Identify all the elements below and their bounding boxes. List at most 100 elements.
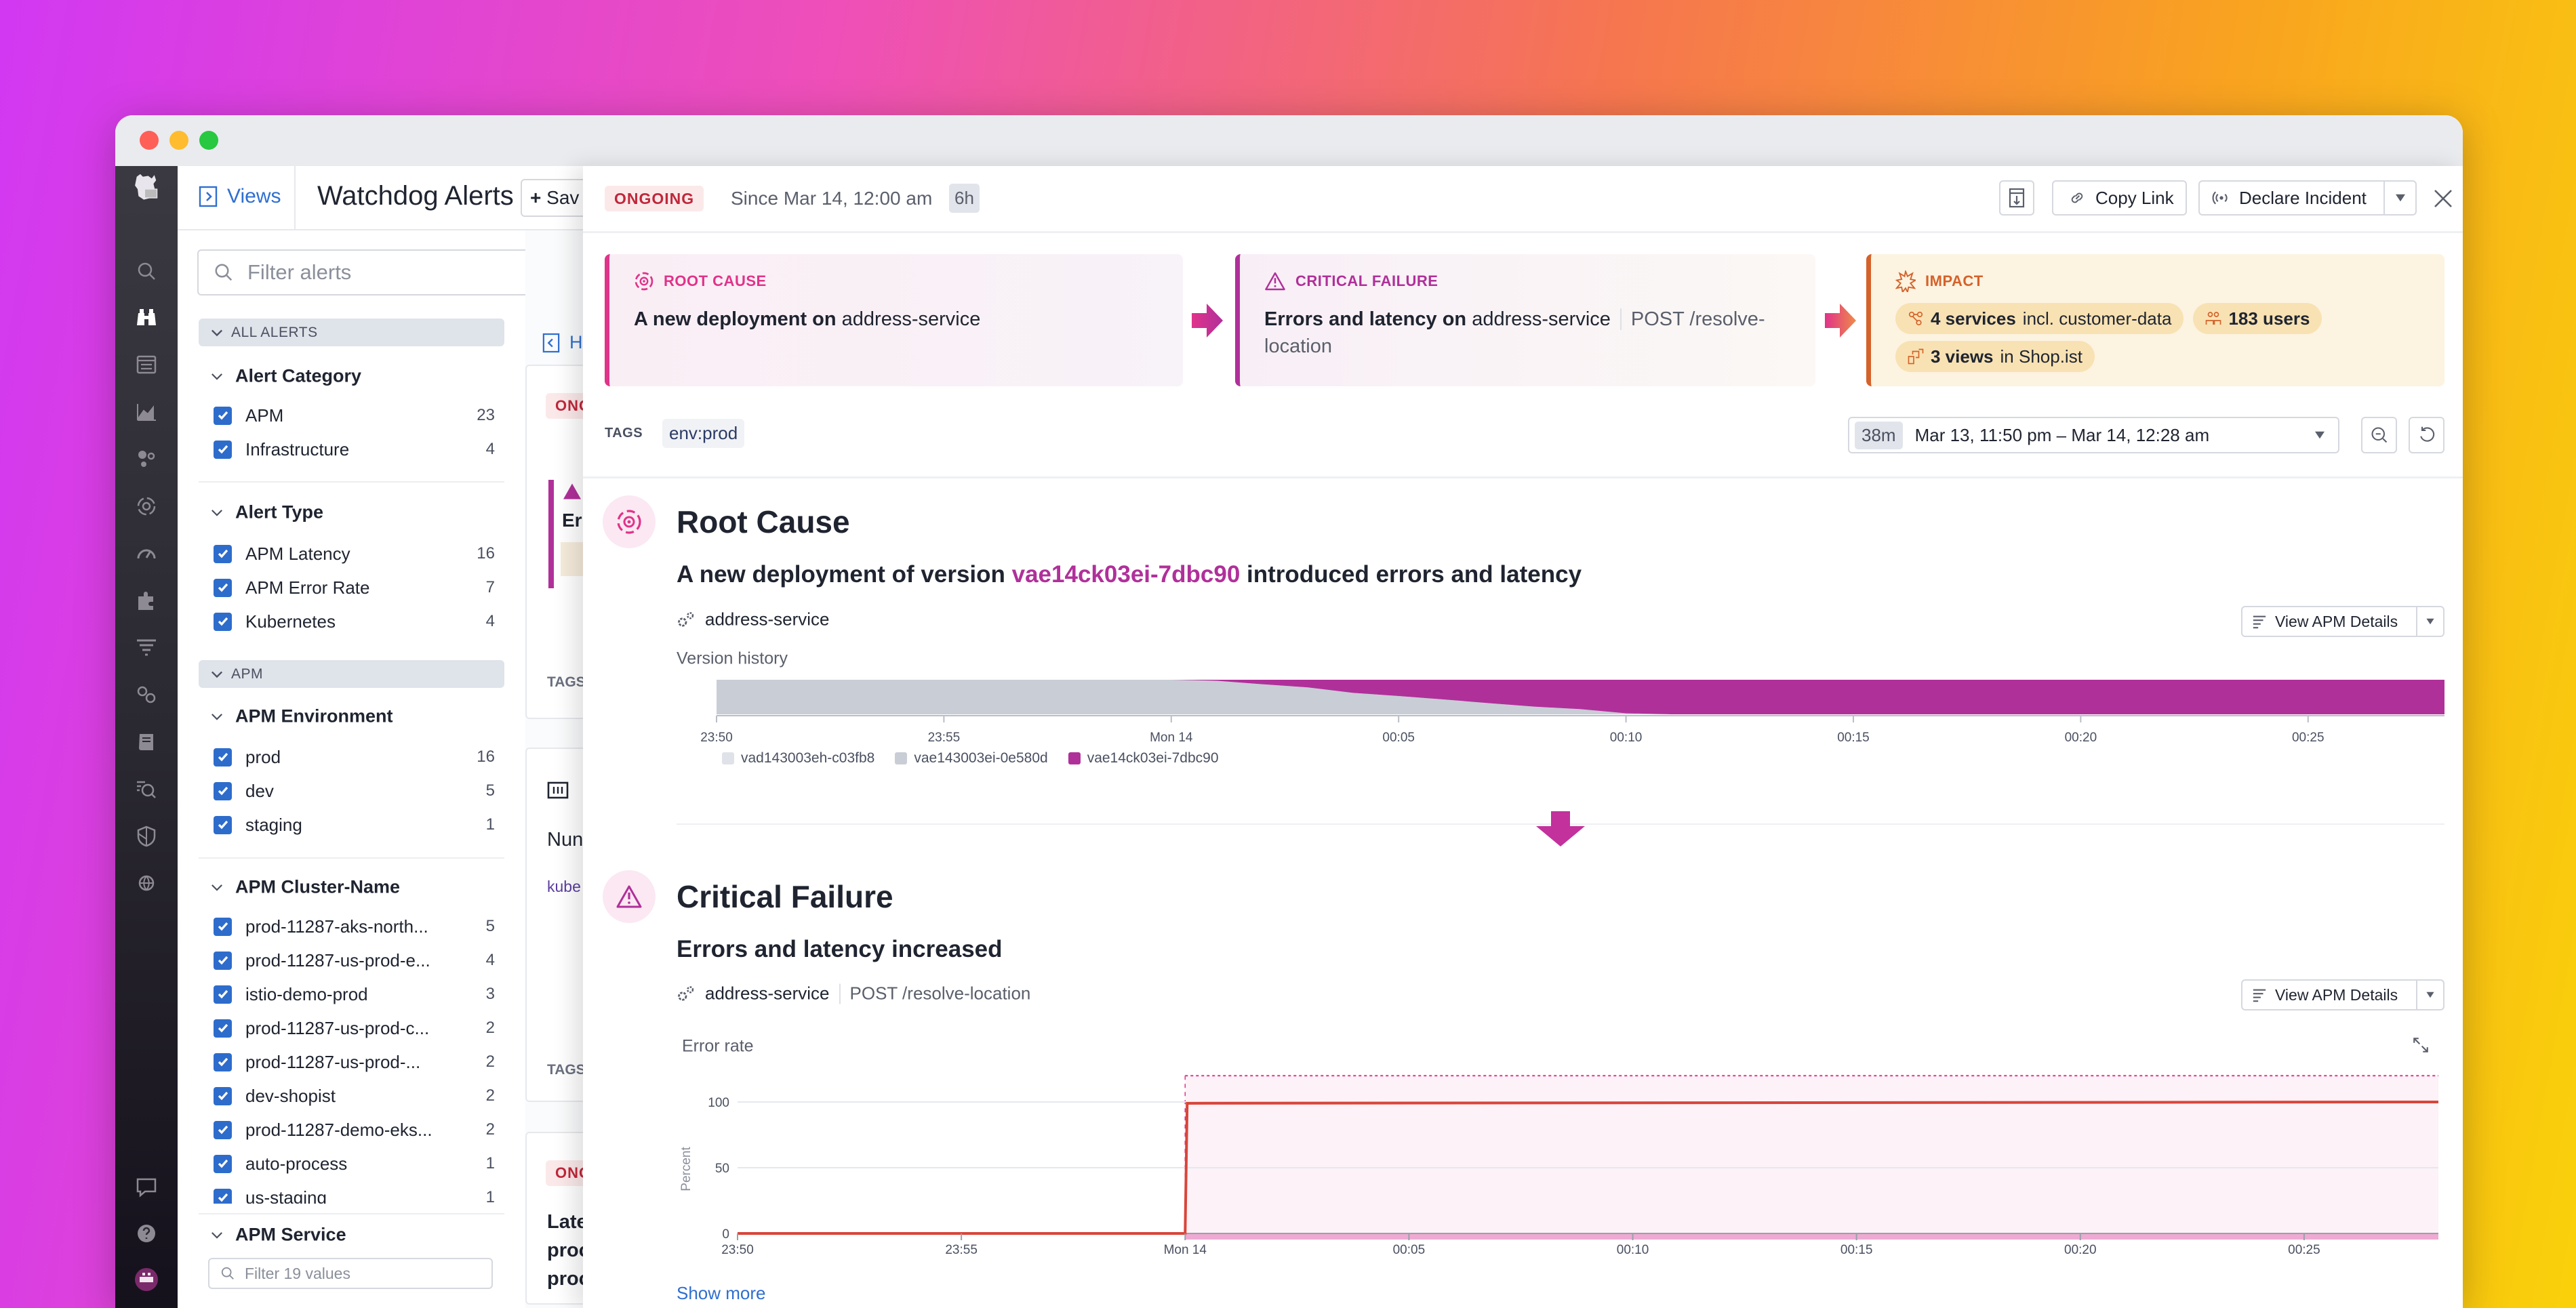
zoom-out-button[interactable]: [2361, 417, 2397, 453]
filter-option[interactable]: Infrastructure 4: [214, 432, 495, 466]
facet-alert-category[interactable]: Alert Category: [211, 366, 361, 387]
maximize-window-button[interactable]: [199, 131, 218, 150]
legend-item[interactable]: vae143003ei-0e580d: [895, 750, 1048, 767]
filter-option[interactable]: us-staging 1: [214, 1181, 495, 1204]
critical-failure-card[interactable]: CRITICAL FAILURE Errors and latency on a…: [1235, 254, 1815, 386]
impact-card[interactable]: IMPACT 4 services incl. customer-data 183 …: [1866, 254, 2444, 386]
checkbox-checked[interactable]: [214, 612, 232, 631]
filter-option[interactable]: istio-demo-prod 3: [214, 977, 495, 1011]
network-globe-icon[interactable]: [133, 870, 160, 897]
filter-option[interactable]: dev 5: [214, 774, 495, 808]
checkbox-checked[interactable]: [214, 440, 232, 459]
notebook-icon[interactable]: [133, 729, 160, 756]
checkbox-checked[interactable]: [214, 1019, 232, 1038]
users-chip[interactable]: 183 users: [2193, 303, 2322, 334]
filter-option[interactable]: staging 1: [214, 808, 495, 842]
expand-icon[interactable]: [2412, 1036, 2430, 1054]
filter-option[interactable]: prod-11287-us-prod-e... 4: [214, 943, 495, 977]
filter-option[interactable]: dev-shopist 2: [214, 1079, 495, 1113]
checkbox-checked[interactable]: [214, 815, 232, 834]
views-chip[interactable]: 3 views in Shop.ist: [1895, 341, 2095, 372]
facet-alert-type[interactable]: Alert Type: [211, 502, 323, 523]
legend-item[interactable]: vad143003eh-c03fb8: [722, 750, 874, 767]
checkbox-checked[interactable]: [214, 781, 232, 800]
caret-down-icon[interactable]: [2394, 193, 2407, 203]
datadog-logo-icon[interactable]: [129, 171, 164, 207]
filter-option[interactable]: APM Latency 16: [214, 537, 495, 571]
checkbox-checked[interactable]: [214, 406, 232, 425]
integrations-puzzle-icon[interactable]: [133, 587, 160, 614]
checkbox-checked[interactable]: [214, 917, 232, 936]
show-more-link[interactable]: Show more: [677, 1283, 766, 1303]
user-avatar-icon[interactable]: [133, 1266, 160, 1293]
gauge-icon[interactable]: [133, 539, 160, 567]
view-apm-details-button[interactable]: View APM Details: [2241, 606, 2444, 637]
declare-incident-button[interactable]: Declare Incident: [2198, 180, 2417, 216]
root-cause-card[interactable]: ROOT CAUSE A new deployment on address-s…: [605, 254, 1183, 386]
apm-target-icon[interactable]: [133, 493, 160, 520]
filter-option[interactable]: prod-11287-demo-eks... 2: [214, 1113, 495, 1147]
checkbox-checked[interactable]: [214, 985, 232, 1004]
infrastructure-icon[interactable]: [133, 445, 160, 472]
watchdog-search-icon[interactable]: [133, 775, 160, 802]
time-range-picker[interactable]: 38m Mar 13, 11:50 pm – Mar 14, 12:28 am: [1848, 417, 2339, 453]
checkbox-checked[interactable]: [214, 951, 232, 970]
checkmark-icon: [218, 411, 228, 420]
checkbox-checked[interactable]: [214, 544, 232, 563]
hide-filters-button[interactable]: Hi: [542, 332, 587, 353]
filter-option[interactable]: prod-11287-us-prod-c... 2: [214, 1011, 495, 1045]
tag-chip[interactable]: env:prod: [662, 419, 745, 448]
filter-option[interactable]: Kubernetes 4: [214, 605, 495, 638]
help-icon[interactable]: [133, 1220, 160, 1247]
all-alerts-toggle[interactable]: ALL ALERTS: [199, 319, 504, 346]
metrics-chart-icon[interactable]: [133, 398, 160, 426]
facet-apm-service[interactable]: APM Service: [211, 1225, 346, 1246]
filter-alerts-input[interactable]: Filter alerts: [197, 249, 577, 295]
legend-item[interactable]: vae14ck03ei-7dbc90: [1068, 750, 1219, 767]
checkbox-checked[interactable]: [214, 1086, 232, 1105]
chat-icon[interactable]: [133, 1174, 160, 1201]
checkbox-checked[interactable]: [214, 748, 232, 767]
search-icon[interactable]: [133, 258, 160, 285]
warning-icon: [1265, 272, 1285, 291]
checkbox-checked[interactable]: [214, 1188, 232, 1204]
service-name[interactable]: address-service: [705, 983, 830, 1004]
view-apm-details-button[interactable]: View APM Details: [2241, 979, 2444, 1010]
checkbox-checked[interactable]: [214, 1052, 232, 1071]
services-chip[interactable]: 4 services incl. customer-data: [1895, 303, 2184, 334]
apm-service-filter-input[interactable]: Filter 19 values: [208, 1258, 493, 1289]
checkbox-checked[interactable]: [214, 1120, 232, 1139]
filter-option[interactable]: APM 23: [214, 398, 495, 432]
endpoint-name[interactable]: POST /resolve-location: [849, 983, 1031, 1004]
facet-apm-cluster-name[interactable]: APM Cluster-Name: [211, 877, 400, 898]
caret-down-icon[interactable]: [2426, 617, 2435, 626]
cluster-list-scroll[interactable]: prod-11287-aks-north... 5 prod-11287-us-pr…: [178, 910, 525, 1204]
caret-down-icon[interactable]: [2426, 991, 2435, 999]
filter-option[interactable]: auto-process 1: [214, 1147, 495, 1181]
version-link[interactable]: vae14ck03ei-7dbc90: [1011, 561, 1241, 588]
copy-link-button[interactable]: Copy Link: [2052, 180, 2187, 216]
link-icon[interactable]: [133, 681, 160, 708]
views-button[interactable]: Views: [199, 185, 281, 208]
export-button[interactable]: [1999, 180, 2034, 216]
incident-broadcast-icon: [2212, 191, 2228, 205]
filter-list-icon[interactable]: [133, 634, 160, 661]
version-history-chart[interactable]: 23:50 23:55 Mon 14 00:05 00:10 00:15 00:20 00:2…: [677, 671, 2444, 745]
filter-option[interactable]: APM Error Rate 7: [214, 571, 495, 605]
reset-time-button[interactable]: [2409, 417, 2444, 453]
filter-option[interactable]: prod-11287-us-prod-... 2: [214, 1045, 495, 1079]
service-name[interactable]: address-service: [705, 609, 830, 630]
binoculars-icon[interactable]: [133, 304, 160, 331]
logs-list-icon[interactable]: [133, 351, 160, 378]
filter-option[interactable]: prod 16: [214, 740, 495, 774]
error-rate-chart[interactable]: 0 50 100 23:50 23:55 Mon 14 00:05 00:10 00:15 00:…: [677, 1061, 2444, 1264]
checkbox-checked[interactable]: [214, 1154, 232, 1173]
checkbox-checked[interactable]: [214, 578, 232, 597]
filter-option[interactable]: prod-11287-aks-north... 5: [214, 910, 495, 943]
shield-icon[interactable]: [133, 823, 160, 850]
apm-group-toggle[interactable]: APM: [199, 660, 504, 688]
close-window-button[interactable]: [140, 131, 159, 150]
minimize-window-button[interactable]: [169, 131, 188, 150]
close-icon[interactable]: [2432, 188, 2454, 209]
facet-apm-environment[interactable]: APM Environment: [211, 706, 393, 727]
